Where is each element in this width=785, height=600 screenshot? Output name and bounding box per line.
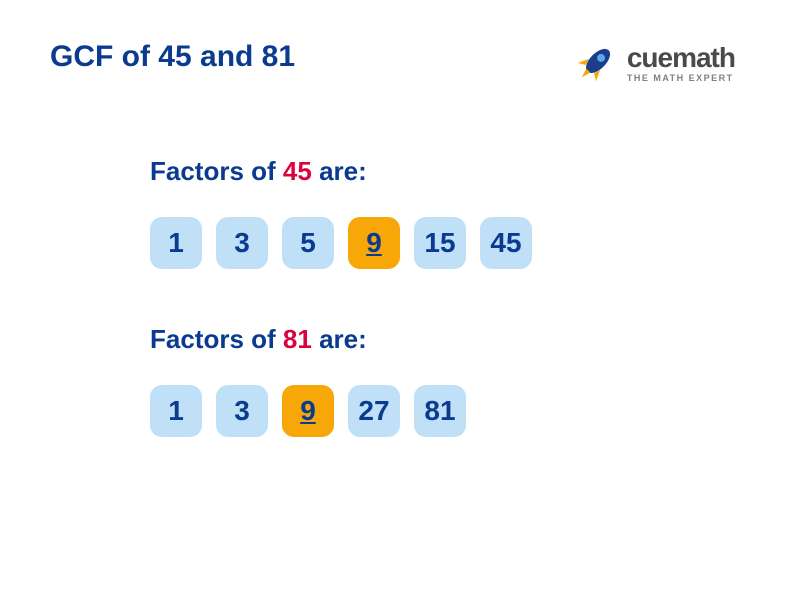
sections-container: Factors of 45 are:13591545Factors of 81 … [50,156,735,437]
factor-boxes: 1359 15 45 [150,217,735,269]
factor-box: 1 [150,217,202,269]
rocket-icon [573,40,619,86]
factor-box: 15 [414,217,466,269]
factor-boxes: 139 27 81 [150,385,735,437]
logo-tagline: THE MATH EXPERT [627,74,735,83]
logo-text-wrap: cuemath THE MATH EXPERT [627,44,735,83]
factors-section: Factors of 45 are: 1359 15 45 [50,156,735,269]
section-title: Factors of 81 are: [150,324,735,355]
section-title-number: 81 [283,324,312,354]
section-title-prefix: Factors of [150,156,283,186]
factor-box: 45 [480,217,532,269]
factor-box: 27 [348,385,400,437]
factor-box: 3 [216,217,268,269]
factor-box: 1 [150,385,202,437]
factors-section: Factors of 81 are: 139 27 81 [50,324,735,437]
factor-box: 81 [414,385,466,437]
section-title: Factors of 45 are: [150,156,735,187]
section-title-number: 45 [283,156,312,186]
factor-box: 5 [282,217,334,269]
factor-box: 3 [216,385,268,437]
section-title-suffix: are: [312,324,367,354]
factor-box-gcf: 9 [282,385,334,437]
logo: cuemath THE MATH EXPERT [573,40,735,86]
factor-box-gcf: 9 [348,217,400,269]
section-title-suffix: are: [312,156,367,186]
header: GCF of 45 and 81 cuemath THE MATH EXPERT [50,40,735,86]
section-title-prefix: Factors of [150,324,283,354]
page-title: GCF of 45 and 81 [50,40,295,74]
logo-text: cuemath [627,44,735,72]
